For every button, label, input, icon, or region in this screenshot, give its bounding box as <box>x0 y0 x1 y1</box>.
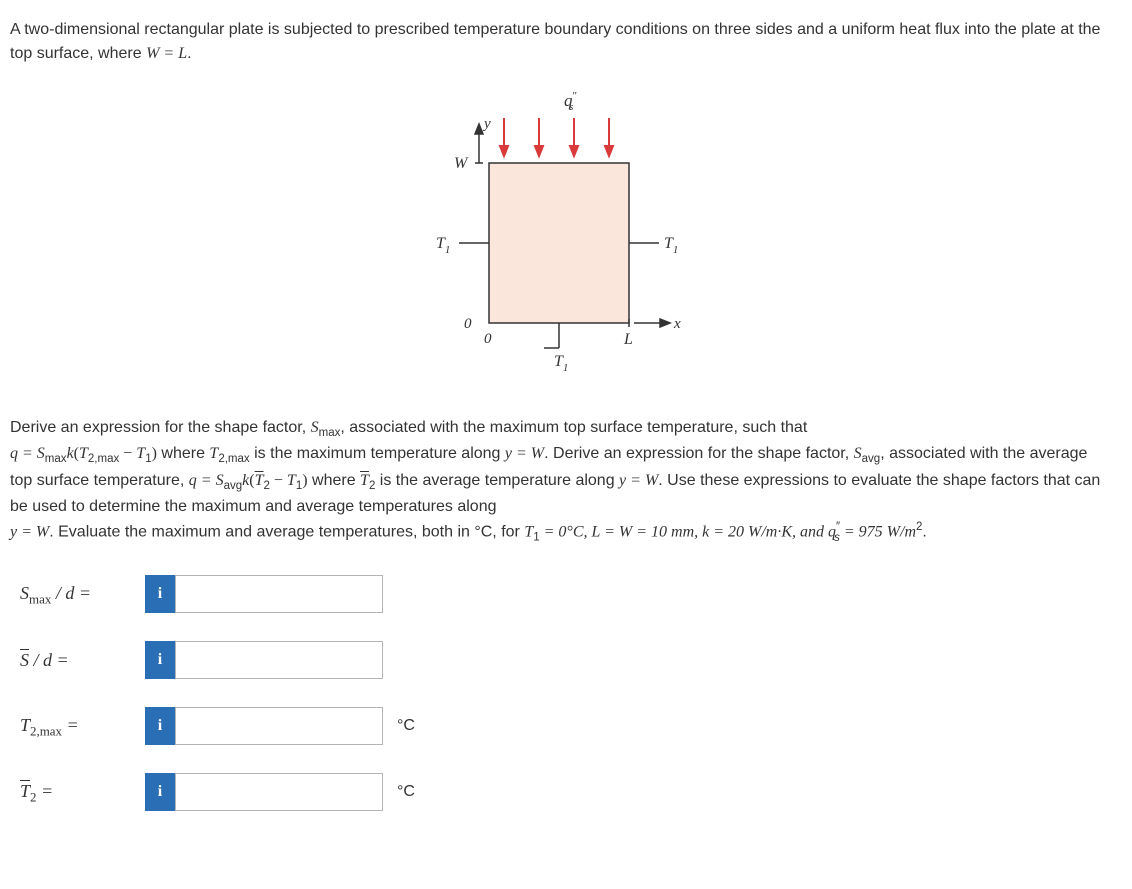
row-sbar: S / d = i <box>20 641 1108 679</box>
answer-section: Smax / d = i S / d = i T2,max = i °C T2 … <box>10 575 1108 811</box>
label-T1-left: T1 <box>436 235 450 256</box>
row-t2max: T2,max = i °C <box>20 707 1108 745</box>
y-axis <box>475 124 483 163</box>
input-tbar2[interactable] <box>175 773 383 811</box>
row-smax: Smax / d = i <box>20 575 1108 613</box>
info-icon: i <box>158 717 162 735</box>
label-zero-y: 0 <box>464 316 472 332</box>
flux-arrows <box>500 118 613 156</box>
x-axis <box>634 319 670 327</box>
input-smax[interactable] <box>175 575 383 613</box>
label-qs: q″s <box>564 90 577 113</box>
para1-suffix: . <box>187 45 191 62</box>
unit-tbar2: °C <box>397 780 415 804</box>
label-zero-x: 0 <box>484 331 492 347</box>
label-T1-bottom: T1 <box>554 353 568 374</box>
label-sbar: S / d = <box>20 647 145 674</box>
label-smax: Smax / d = <box>20 580 145 609</box>
plate-rect <box>489 163 629 323</box>
label-tbar2: T2 = <box>20 778 145 807</box>
input-sbar[interactable] <box>175 641 383 679</box>
info-icon: i <box>158 783 162 801</box>
label-t2max: T2,max = <box>20 712 145 741</box>
input-t2max[interactable] <box>175 707 383 745</box>
plate-diagram: q″s y W T1 T1 0 0 L <box>10 88 1108 386</box>
problem-para-2: Derive an expression for the shape facto… <box>10 416 1108 547</box>
info-icon: i <box>158 651 162 669</box>
diagram-svg: q″s y W T1 T1 0 0 L <box>414 88 704 378</box>
label-x: x <box>673 316 681 332</box>
para1-eq: W = L <box>146 45 187 62</box>
row-tbar2: T2 = i °C <box>20 773 1108 811</box>
info-button-sbar[interactable]: i <box>145 641 175 679</box>
info-button-t2max[interactable]: i <box>145 707 175 745</box>
problem-para-1: A two-dimensional rectangular plate is s… <box>10 18 1108 66</box>
label-T1-right: T1 <box>664 235 678 256</box>
label-L: L <box>623 331 633 348</box>
unit-t2max: °C <box>397 714 415 738</box>
label-y: y <box>482 116 491 132</box>
info-button-tbar2[interactable]: i <box>145 773 175 811</box>
label-W: W <box>454 155 469 172</box>
info-button-smax[interactable]: i <box>145 575 175 613</box>
info-icon: i <box>158 585 162 603</box>
